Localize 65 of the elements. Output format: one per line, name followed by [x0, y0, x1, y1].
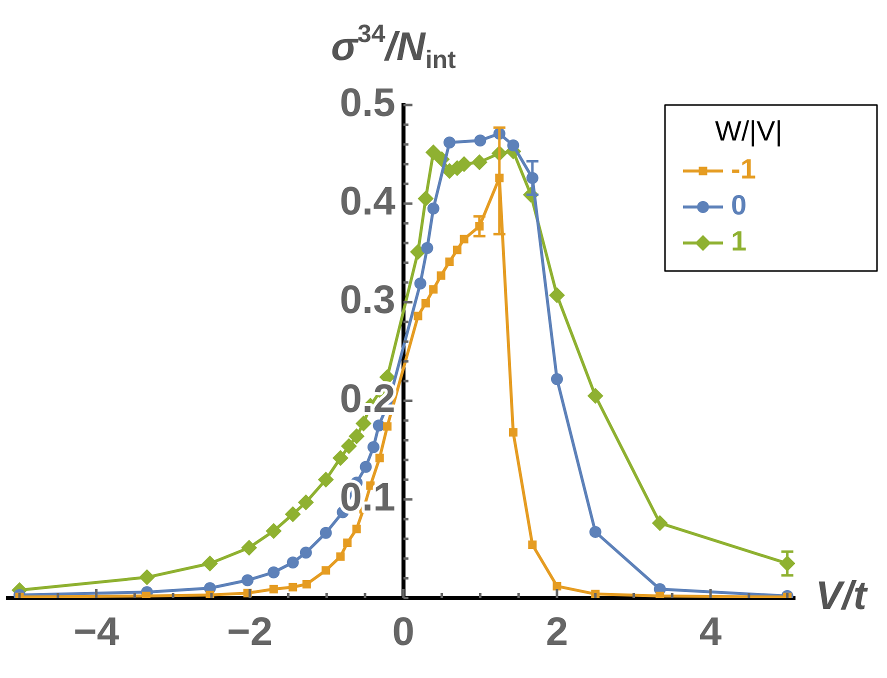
x-tick-label: −4 — [73, 610, 120, 654]
point — [340, 438, 357, 454]
point — [266, 522, 282, 539]
point — [202, 555, 218, 572]
point — [427, 202, 440, 215]
x-tick-label: 4 — [699, 610, 722, 654]
point — [348, 428, 365, 444]
point — [343, 538, 352, 548]
y-tick-label: 0.4 — [340, 180, 396, 224]
legend-label: -1 — [731, 154, 756, 185]
legend-label: 0 — [731, 190, 747, 221]
legend-label: 1 — [731, 226, 747, 257]
point — [421, 242, 434, 254]
point — [429, 285, 438, 294]
point — [507, 139, 520, 152]
point — [452, 246, 462, 254]
point — [589, 526, 602, 538]
point — [528, 540, 537, 549]
point — [322, 566, 330, 575]
point — [471, 154, 488, 170]
point — [286, 556, 299, 569]
point — [421, 298, 430, 308]
point — [443, 136, 456, 148]
x-tick-label: 0 — [392, 610, 415, 654]
point — [587, 388, 604, 404]
x-tick-label: 2 — [546, 610, 568, 654]
point — [138, 569, 155, 586]
point — [436, 271, 446, 280]
point — [508, 428, 518, 437]
point — [552, 582, 562, 590]
point — [550, 373, 563, 386]
point — [383, 422, 392, 431]
point — [375, 454, 384, 462]
point — [414, 277, 426, 290]
point — [269, 584, 278, 594]
point — [284, 506, 301, 522]
point — [445, 258, 454, 266]
point — [268, 566, 280, 578]
point — [414, 312, 422, 320]
point — [548, 287, 565, 304]
point — [206, 590, 214, 598]
point — [418, 190, 434, 207]
legend-title: W/|V| — [715, 116, 782, 147]
y-tick-label: 0.3 — [340, 278, 396, 322]
point — [288, 582, 298, 592]
point — [320, 526, 332, 539]
x-tick-label: −2 — [227, 610, 273, 654]
point — [474, 134, 486, 146]
point — [652, 515, 668, 532]
y-tick-label: 0.5 — [340, 81, 396, 126]
point — [300, 546, 312, 559]
point — [460, 234, 468, 244]
point — [425, 144, 442, 160]
point — [298, 494, 314, 510]
point — [318, 472, 334, 488]
point — [367, 441, 380, 454]
point — [332, 450, 348, 466]
point — [352, 524, 361, 534]
point — [360, 460, 372, 473]
point — [302, 580, 311, 588]
point — [241, 540, 258, 556]
point — [242, 574, 254, 586]
x-axis-title: V/t — [815, 574, 868, 618]
point — [410, 244, 426, 260]
point — [336, 552, 345, 561]
